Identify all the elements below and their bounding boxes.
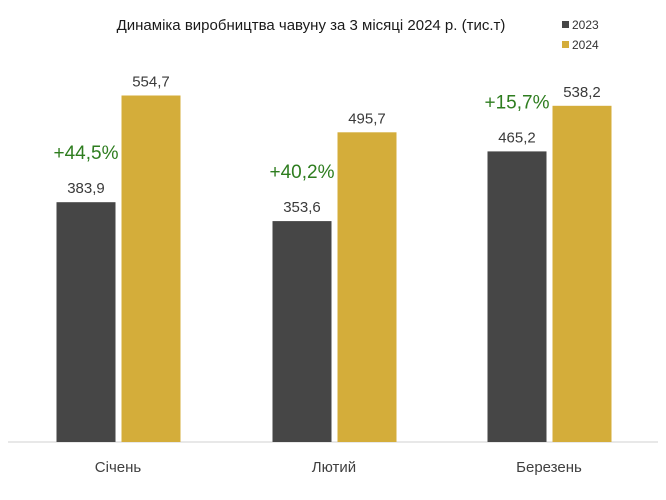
category-label-2: Лютий — [312, 459, 356, 476]
value-label-2023-1: 383,9 — [67, 180, 105, 197]
value-label-2024-1: 554,7 — [132, 74, 170, 91]
bar-2023-3 — [487, 151, 547, 442]
change-annotation-1: +44,5% — [54, 143, 119, 164]
bar-2023-2 — [272, 221, 332, 442]
value-label-2023-3: 465,2 — [498, 129, 536, 146]
bar-2023-1 — [56, 202, 116, 442]
legend-label-2023: 2023 — [572, 18, 599, 32]
bar-2024-1 — [121, 95, 181, 442]
category-label-1: Січень — [95, 459, 142, 476]
value-label-2024-3: 538,2 — [563, 84, 601, 101]
value-label-2024-2: 495,7 — [348, 110, 386, 127]
bar-2024-3 — [552, 105, 612, 443]
legend-swatch-2023 — [562, 21, 569, 28]
category-label-3: Березень — [516, 459, 582, 476]
legend-swatch-2024 — [562, 41, 569, 48]
labels-group: 383,9 554,7 +44,5% Січень 353,6 495,7 +40,2% Лю… — [54, 74, 601, 477]
change-annotation-3: +15,7% — [485, 92, 550, 113]
legend-label-2024: 2024 — [572, 38, 599, 52]
legend: 2023 2024 — [562, 18, 599, 52]
chart-title: Динаміка виробництва чавуну за 3 місяці … — [117, 17, 506, 34]
change-annotation-2: +40,2% — [270, 162, 335, 183]
bar-2024-2 — [337, 132, 397, 443]
bars-group — [56, 95, 612, 443]
value-label-2023-2: 353,6 — [283, 199, 321, 216]
